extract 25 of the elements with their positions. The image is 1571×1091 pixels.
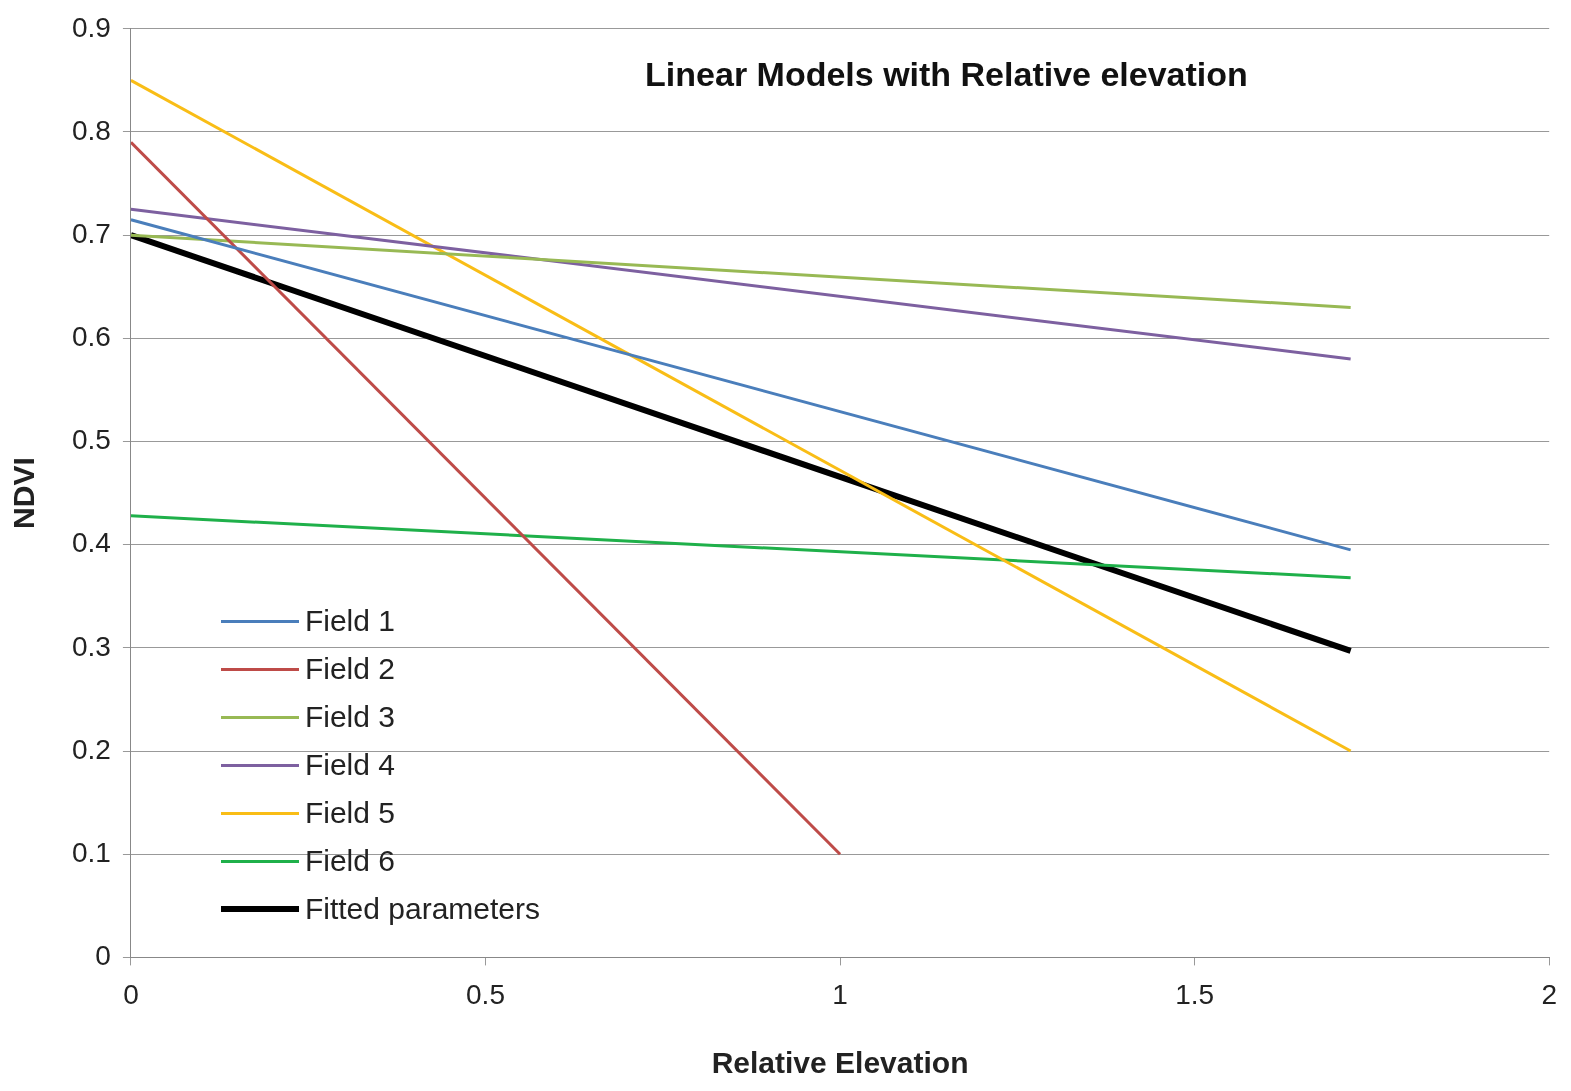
y-tick-label: 0.6 [71, 321, 111, 353]
y-tick-label: 0.3 [71, 630, 111, 662]
legend-label: Field 1 [304, 604, 395, 639]
y-tick-label: 0.9 [71, 11, 111, 43]
legend-label: Field 5 [304, 796, 395, 831]
x-tick-label: 0.5 [466, 978, 505, 1010]
x-tick-label: 1.5 [1175, 978, 1215, 1010]
legend-label: Field 3 [304, 700, 395, 735]
legend-label: Fitted parameters [304, 892, 541, 927]
y-tick-label: 0.2 [71, 733, 111, 765]
legend-label: Field 2 [304, 652, 395, 687]
y-tick-label: 0.1 [71, 836, 111, 868]
y-axis-title: NDVI [7, 457, 41, 529]
text: Linear Models with Relative elevation [645, 55, 1248, 94]
x-tick-label: 1 [832, 978, 848, 1010]
y-tick-label: 0.7 [71, 217, 111, 249]
x-axis-title: Relative Elevation [711, 1046, 969, 1080]
x-tick-label: 2 [1541, 978, 1557, 1010]
legend-label: Field 4 [304, 748, 395, 783]
legend-label: Field 6 [304, 844, 395, 879]
y-tick-label: 0.4 [71, 527, 111, 559]
y-tick-label: 0 [95, 940, 111, 972]
y-tick-label: 0.8 [71, 114, 111, 146]
y-tick-label: 0.5 [71, 424, 111, 456]
x-tick-label: 0 [123, 978, 139, 1010]
